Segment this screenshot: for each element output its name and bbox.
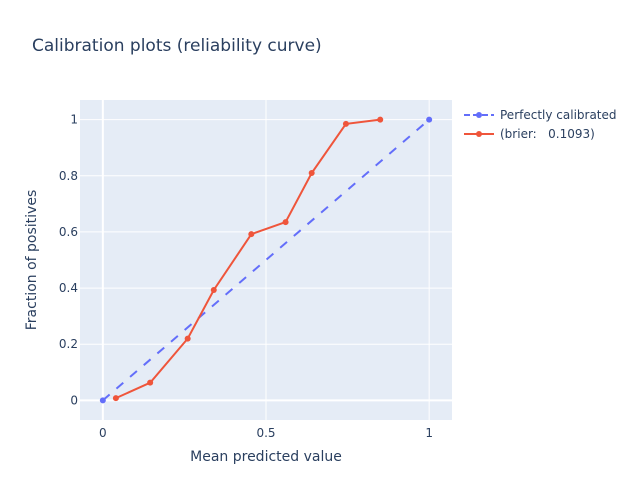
series: [99, 116, 433, 404]
x-axis-title: Mean predicted value: [190, 449, 342, 465]
legend[interactable]: Perfectly calibrated (brier: 0.1093): [464, 108, 617, 141]
data-point: [248, 231, 255, 238]
y-tick-label: 0: [70, 393, 78, 407]
legend-item[interactable]: Perfectly calibrated: [464, 108, 617, 122]
y-axis-title: Fraction of positives: [24, 190, 40, 331]
y-tick-label: 0.2: [59, 337, 78, 351]
data-point: [99, 397, 106, 404]
data-point: [147, 379, 154, 386]
data-point: [112, 395, 119, 402]
x-tick-label: 0: [99, 426, 107, 440]
grid: [80, 100, 452, 420]
legend-item[interactable]: (brier: 0.1093): [464, 127, 595, 141]
data-point: [426, 116, 433, 123]
tick-labels: 0 0.5 1 0 0.2 0.4 0.6 0.8 1: [59, 113, 433, 440]
x-tick-label: 0.5: [256, 426, 275, 440]
data-point: [377, 116, 384, 123]
chart-title: Calibration plots (reliability curve): [32, 36, 322, 56]
data-point: [184, 335, 191, 342]
legend-label: (brier: 0.1093): [500, 127, 595, 141]
legend-marker: [476, 112, 482, 118]
data-point: [210, 287, 217, 294]
y-tick-label: 0.4: [59, 281, 78, 295]
data-point: [308, 169, 315, 176]
x-tick-label: 1: [425, 426, 433, 440]
y-tick-label: 1: [70, 113, 78, 127]
y-tick-label: 0.8: [59, 169, 78, 183]
y-tick-label: 0.6: [59, 225, 78, 239]
data-point: [282, 219, 289, 226]
data-point: [342, 120, 349, 127]
legend-marker: [476, 131, 482, 137]
legend-label: Perfectly calibrated: [500, 108, 617, 122]
